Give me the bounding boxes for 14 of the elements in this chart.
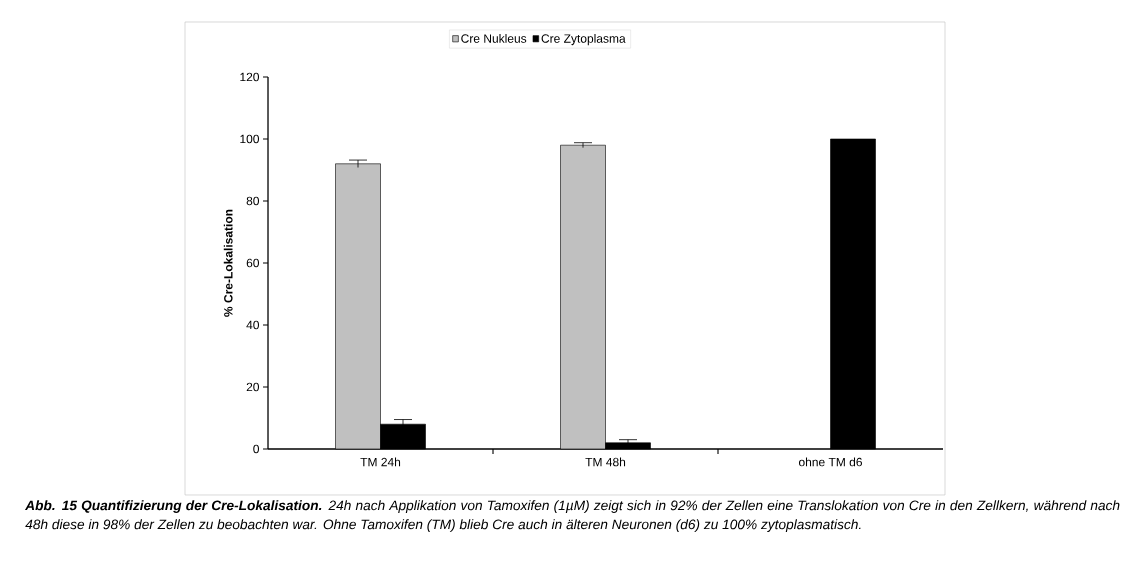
y-axis-title: % Cre-Lokalisation xyxy=(223,209,233,317)
y-tick-label: 100 xyxy=(240,134,260,144)
x-tick-label: TM 48h xyxy=(585,457,626,467)
y-tick-label: 0 xyxy=(253,444,260,454)
y-tick-label: 80 xyxy=(246,196,260,206)
y-tick-label: 20 xyxy=(246,382,260,392)
text: Abb. 15 Quantifizierung der Cre-Lokalisation. 24h nach Applikation von Tamoxifen (1µM) zeigt sich in 92% der Zellen eine Translokation von Cre in den Zellkern, während nach 48h diese in 98% der Zellen zu beobachten war. Ohne Tamoxifen (TM) blieb Cre auch in älteren Neuronen (d6) zu 100% zytoplasmatisch. xyxy=(24,500,1120,532)
y-tick-label: 120 xyxy=(240,72,260,82)
y-tick-label: 40 xyxy=(246,320,260,330)
legend-label: Cre Zytoplasma xyxy=(541,33,626,46)
x-tick-label: ohne TM d6 xyxy=(798,457,862,467)
legend-label: Cre Nukleus xyxy=(461,33,527,43)
x-tick-label: TM 24h xyxy=(360,457,401,467)
y-tick-label: 60 xyxy=(246,258,260,268)
